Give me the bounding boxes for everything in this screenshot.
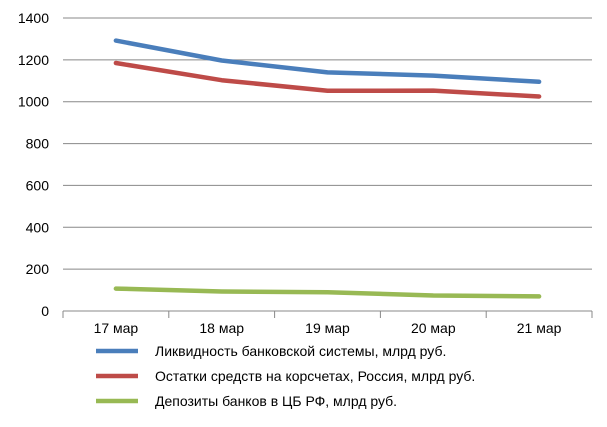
- legend-label: Остатки средств на корсчетах, Россия, мл…: [155, 368, 475, 384]
- series-line-3: [113, 286, 542, 299]
- y-tick-label: 1000: [18, 94, 49, 110]
- y-tick-label: 400: [26, 219, 50, 235]
- x-axis-ticks: 17 мар 18 мар 19 мар 20 мар 21 мар: [94, 320, 562, 336]
- axes: [62, 310, 593, 318]
- y-axis-ticks: 0 200 400 600 800 1000 1200 1400: [18, 10, 49, 319]
- y-tick-label: 0: [41, 303, 49, 319]
- x-tick-label: 21 мар: [517, 320, 562, 336]
- x-tick-label: 18 мар: [199, 320, 244, 336]
- legend-label: Депозиты банков в ЦБ РФ, млрд руб.: [155, 393, 397, 409]
- y-tick-label: 200: [26, 261, 50, 277]
- x-tick-label: 19 мар: [305, 320, 350, 336]
- y-tick-label: 1200: [18, 52, 49, 68]
- x-tick-label: 20 мар: [411, 320, 456, 336]
- y-tick-label: 800: [26, 136, 50, 152]
- y-tick-label: 1400: [18, 10, 49, 26]
- y-tick-label: 600: [26, 177, 50, 193]
- series-line-1: [113, 38, 542, 85]
- legend-label: Ликвидность банковской системы, млрд руб…: [155, 343, 446, 359]
- legend: Ликвидность банковской системы, млрд руб…: [96, 343, 475, 409]
- gridlines: [63, 17, 592, 270]
- series-lines: [113, 38, 542, 299]
- x-tick-label: 17 мар: [94, 320, 139, 336]
